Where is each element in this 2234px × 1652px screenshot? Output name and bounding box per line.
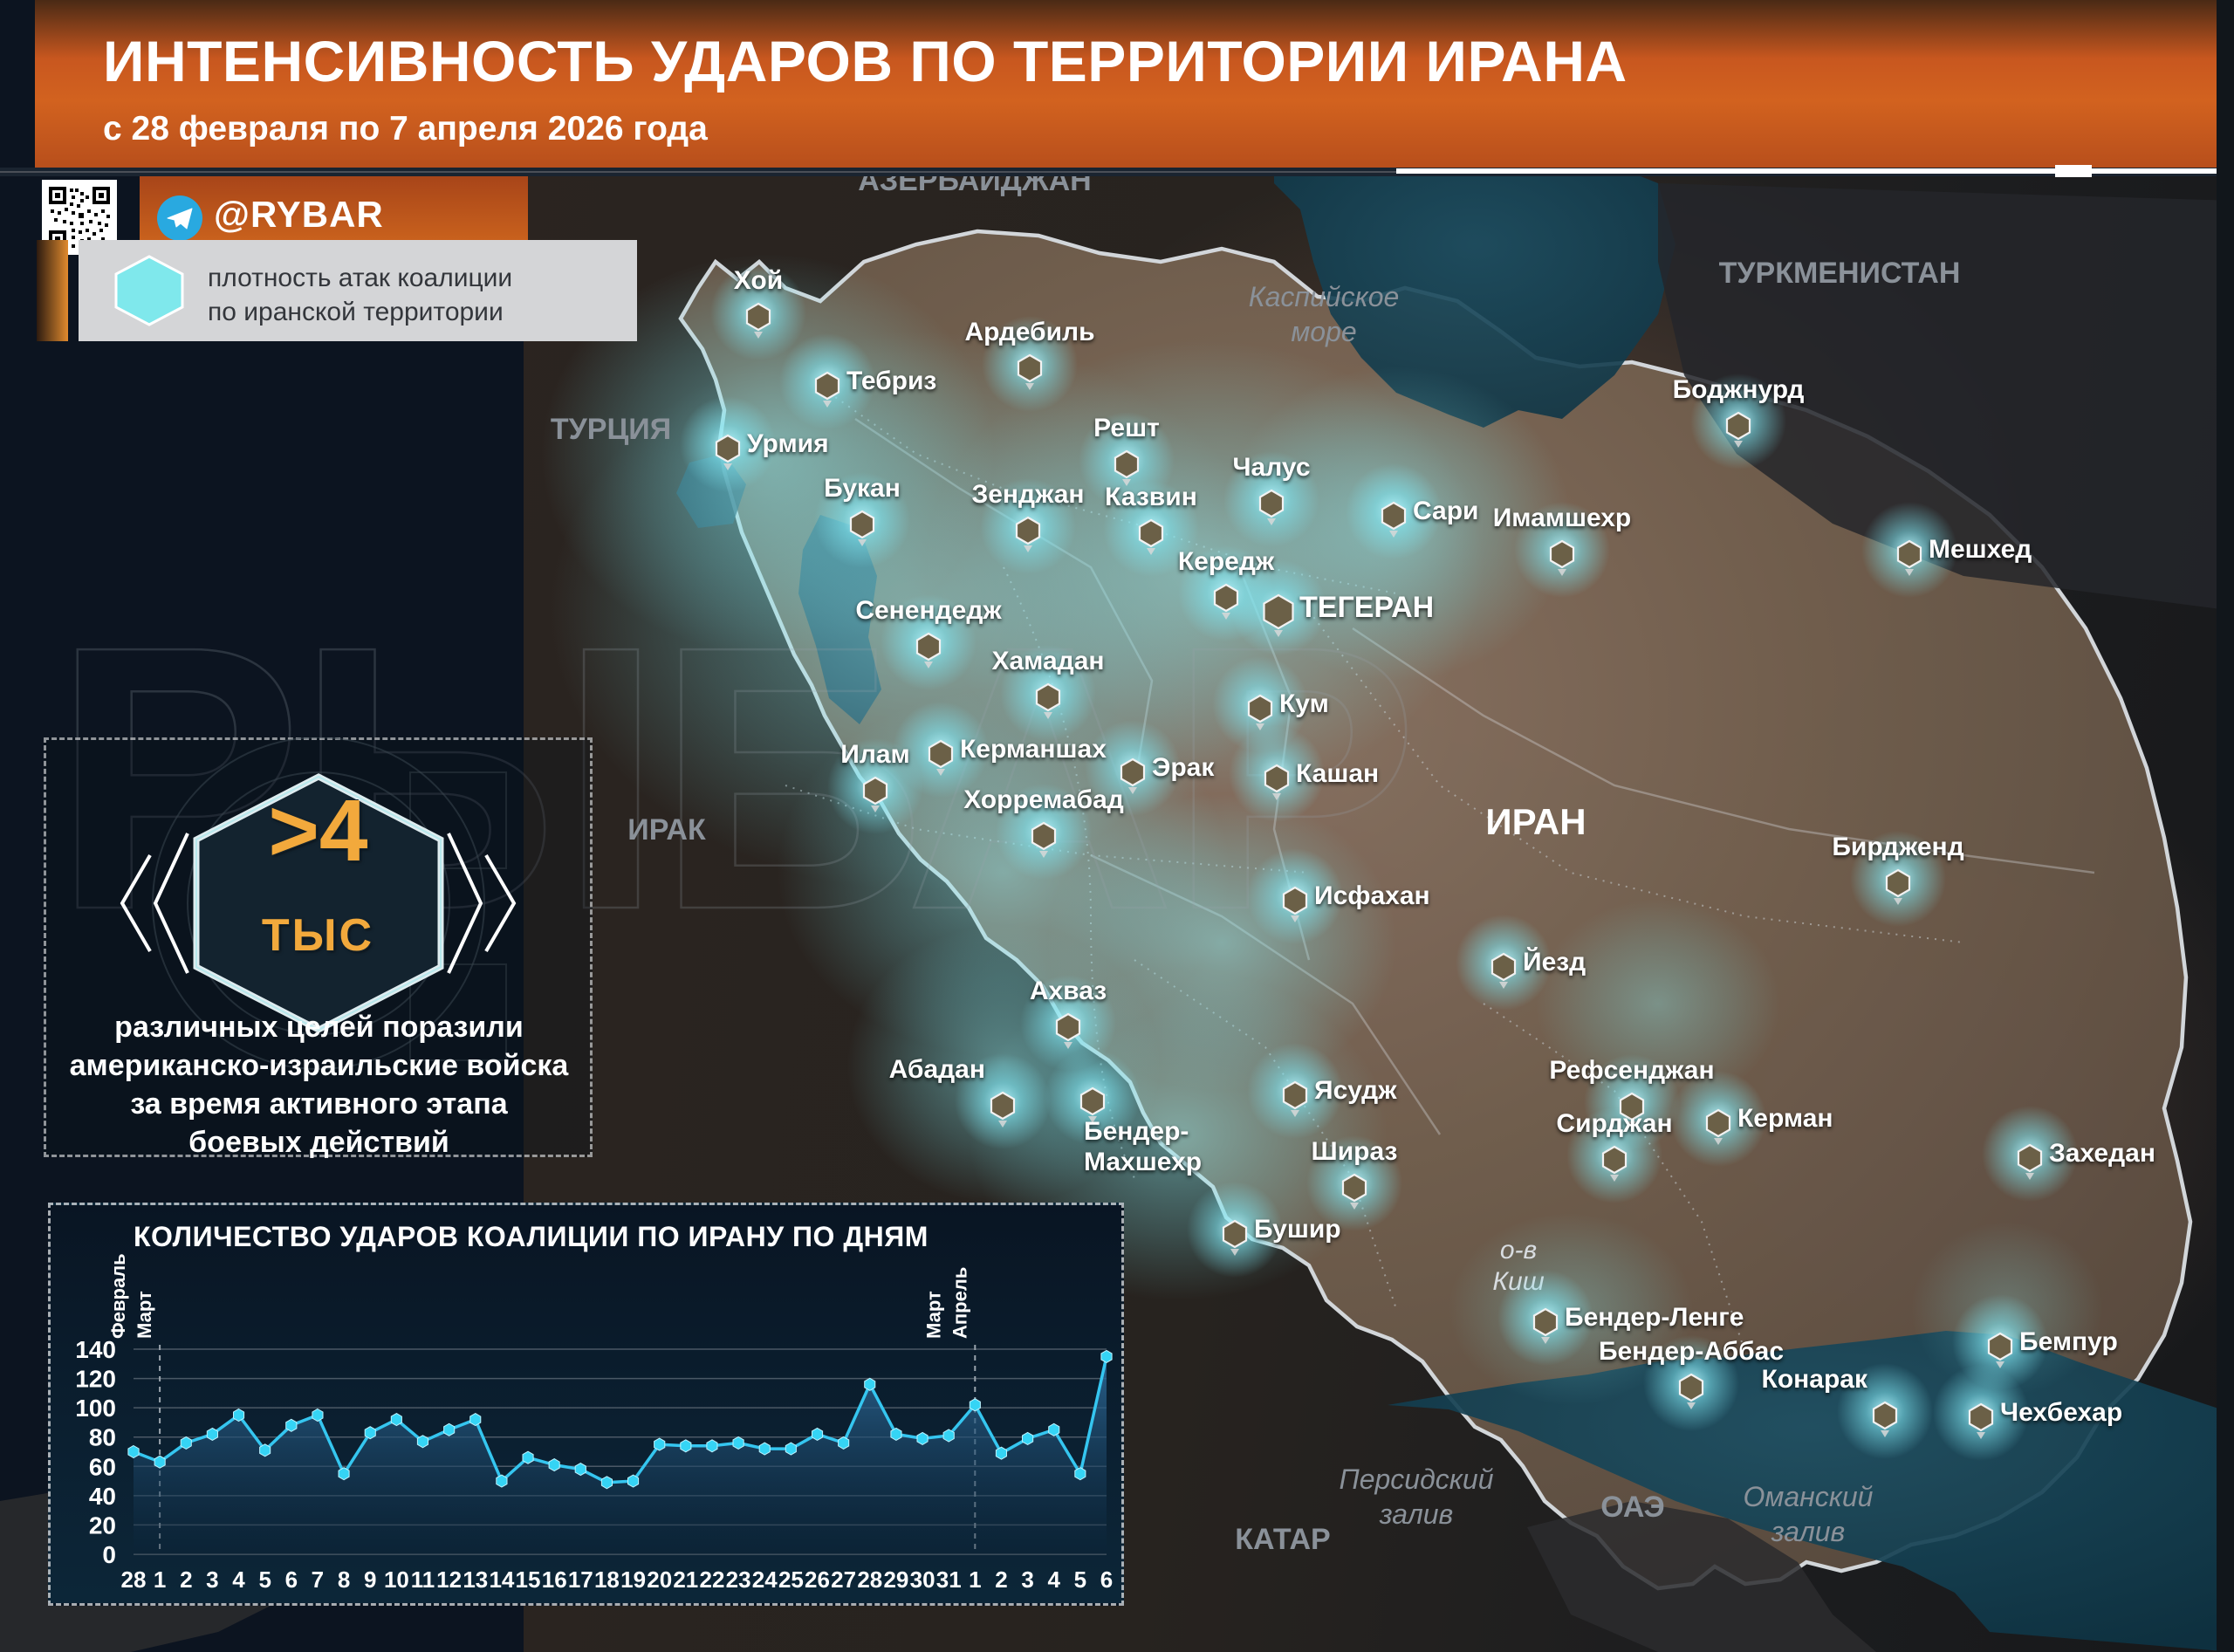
svg-text:Март: Март (922, 1291, 944, 1339)
svg-text:100: 100 (75, 1395, 116, 1422)
svg-text:3: 3 (1021, 1566, 1033, 1593)
svg-text:13: 13 (463, 1566, 488, 1593)
svg-text:40: 40 (89, 1483, 116, 1510)
svg-text:19: 19 (620, 1566, 646, 1593)
svg-text:31: 31 (936, 1566, 962, 1593)
svg-text:21: 21 (673, 1566, 698, 1593)
svg-text:Февраль: Февраль (107, 1253, 129, 1339)
svg-text:17: 17 (568, 1566, 593, 1593)
svg-text:120: 120 (75, 1366, 116, 1393)
svg-text:20: 20 (647, 1566, 672, 1593)
svg-text:60: 60 (89, 1453, 116, 1480)
svg-text:14: 14 (489, 1566, 514, 1593)
svg-text:3: 3 (206, 1566, 218, 1593)
svg-text:6: 6 (1100, 1566, 1113, 1593)
svg-text:4: 4 (232, 1566, 245, 1593)
svg-text:Апрель: Апрель (949, 1267, 970, 1339)
svg-text:23: 23 (726, 1566, 751, 1593)
svg-text:140: 140 (75, 1336, 116, 1363)
svg-text:2: 2 (180, 1566, 192, 1593)
svg-text:Март: Март (134, 1291, 155, 1339)
svg-text:4: 4 (1047, 1566, 1060, 1593)
svg-text:15: 15 (516, 1566, 541, 1593)
svg-text:2: 2 (995, 1566, 1007, 1593)
svg-text:26: 26 (805, 1566, 830, 1593)
svg-text:29: 29 (883, 1566, 908, 1593)
svg-text:12: 12 (436, 1566, 462, 1593)
svg-text:20: 20 (89, 1511, 116, 1539)
svg-text:11: 11 (411, 1566, 435, 1593)
svg-text:5: 5 (1074, 1566, 1086, 1593)
svg-text:28: 28 (857, 1566, 882, 1593)
svg-text:0: 0 (102, 1541, 116, 1568)
svg-text:80: 80 (89, 1424, 116, 1451)
svg-text:5: 5 (258, 1566, 271, 1593)
svg-text:28: 28 (121, 1566, 147, 1593)
svg-text:24: 24 (752, 1566, 778, 1593)
svg-text:1: 1 (969, 1566, 981, 1593)
svg-text:18: 18 (594, 1566, 620, 1593)
svg-text:8: 8 (338, 1566, 350, 1593)
svg-text:22: 22 (700, 1566, 725, 1593)
svg-text:1: 1 (154, 1566, 166, 1593)
svg-text:27: 27 (831, 1566, 856, 1593)
svg-text:9: 9 (364, 1566, 376, 1593)
svg-text:7: 7 (312, 1566, 324, 1593)
svg-text:30: 30 (910, 1566, 935, 1593)
svg-text:10: 10 (384, 1566, 409, 1593)
svg-text:16: 16 (542, 1566, 567, 1593)
svg-text:25: 25 (778, 1566, 804, 1593)
svg-text:6: 6 (285, 1566, 298, 1593)
